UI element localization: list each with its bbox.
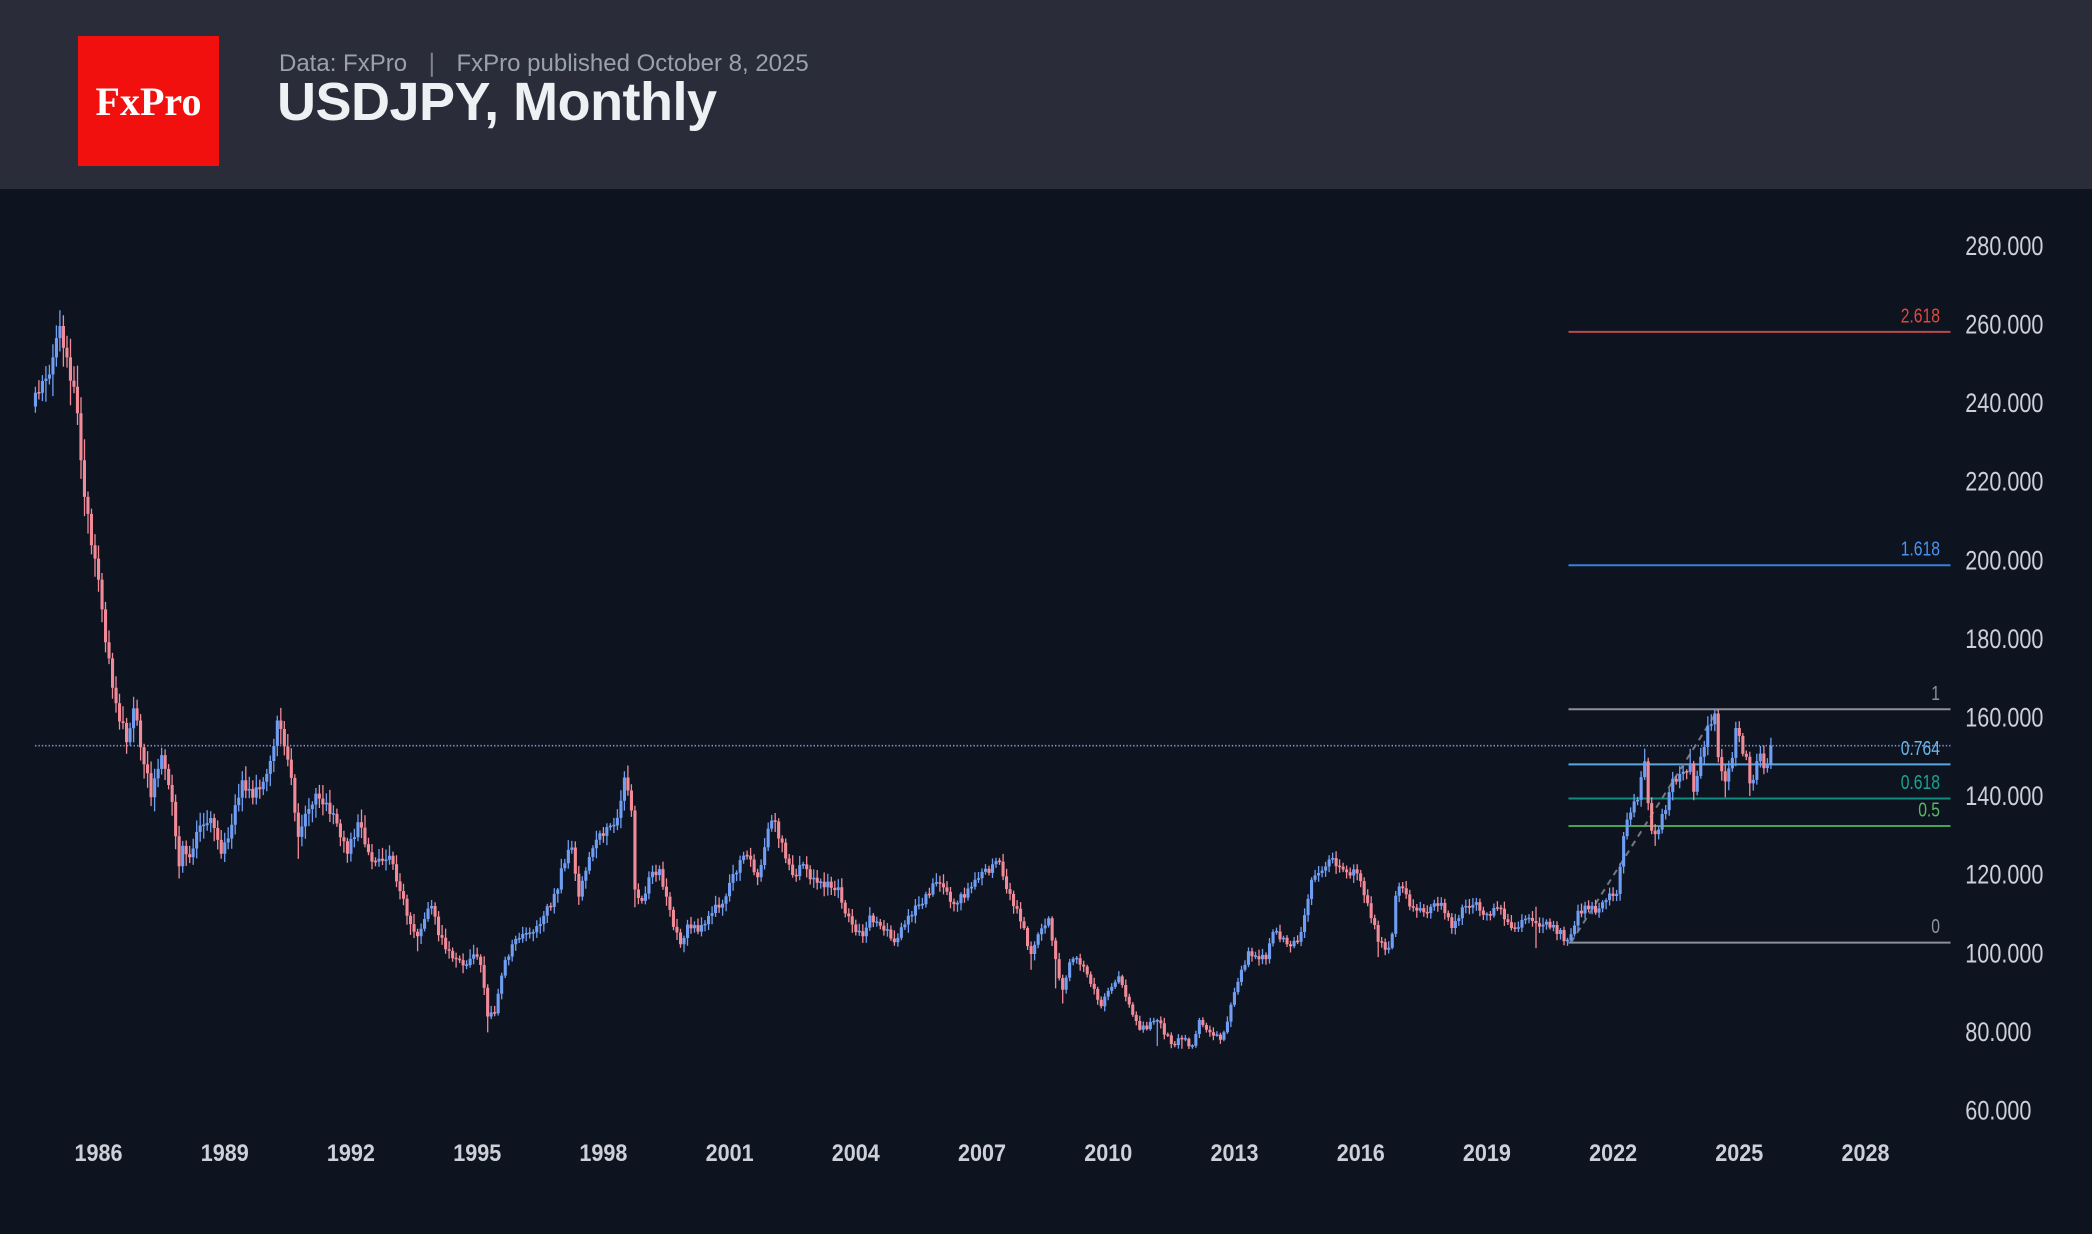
svg-text:2022: 2022 bbox=[1589, 1140, 1637, 1167]
svg-text:1989: 1989 bbox=[201, 1140, 249, 1167]
svg-text:2007: 2007 bbox=[958, 1140, 1006, 1167]
svg-text:2028: 2028 bbox=[1842, 1140, 1890, 1167]
svg-text:220.000: 220.000 bbox=[1965, 467, 2043, 497]
svg-text:160.000: 160.000 bbox=[1965, 703, 2043, 733]
svg-text:1998: 1998 bbox=[579, 1140, 627, 1167]
svg-text:240.000: 240.000 bbox=[1965, 388, 2043, 418]
svg-text:1992: 1992 bbox=[327, 1140, 375, 1167]
svg-text:2025: 2025 bbox=[1715, 1140, 1763, 1167]
svg-text:120.000: 120.000 bbox=[1965, 860, 2043, 890]
svg-text:2019: 2019 bbox=[1463, 1140, 1511, 1167]
svg-text:2001: 2001 bbox=[706, 1140, 754, 1167]
svg-text:2013: 2013 bbox=[1211, 1140, 1259, 1167]
svg-text:1986: 1986 bbox=[75, 1140, 123, 1167]
svg-text:0.764: 0.764 bbox=[1901, 738, 1940, 760]
svg-text:2010: 2010 bbox=[1084, 1140, 1132, 1167]
svg-text:180.000: 180.000 bbox=[1965, 624, 2043, 654]
svg-text:200.000: 200.000 bbox=[1965, 545, 2043, 575]
svg-text:1995: 1995 bbox=[453, 1140, 501, 1167]
svg-text:100.000: 100.000 bbox=[1965, 938, 2043, 968]
svg-text:60.000: 60.000 bbox=[1965, 1096, 2031, 1126]
svg-text:1: 1 bbox=[1931, 683, 1940, 705]
svg-text:2004: 2004 bbox=[832, 1140, 881, 1167]
svg-text:2.618: 2.618 bbox=[1901, 305, 1940, 327]
svg-text:1.618: 1.618 bbox=[1901, 539, 1940, 561]
svg-text:80.000: 80.000 bbox=[1965, 1017, 2031, 1047]
svg-text:0: 0 bbox=[1931, 916, 1940, 938]
svg-text:140.000: 140.000 bbox=[1965, 781, 2043, 811]
svg-text:2016: 2016 bbox=[1337, 1140, 1385, 1167]
svg-text:280.000: 280.000 bbox=[1965, 231, 2043, 261]
svg-text:0.5: 0.5 bbox=[1918, 800, 1940, 822]
svg-text:260.000: 260.000 bbox=[1965, 310, 2043, 340]
svg-text:0.618: 0.618 bbox=[1901, 772, 1940, 794]
